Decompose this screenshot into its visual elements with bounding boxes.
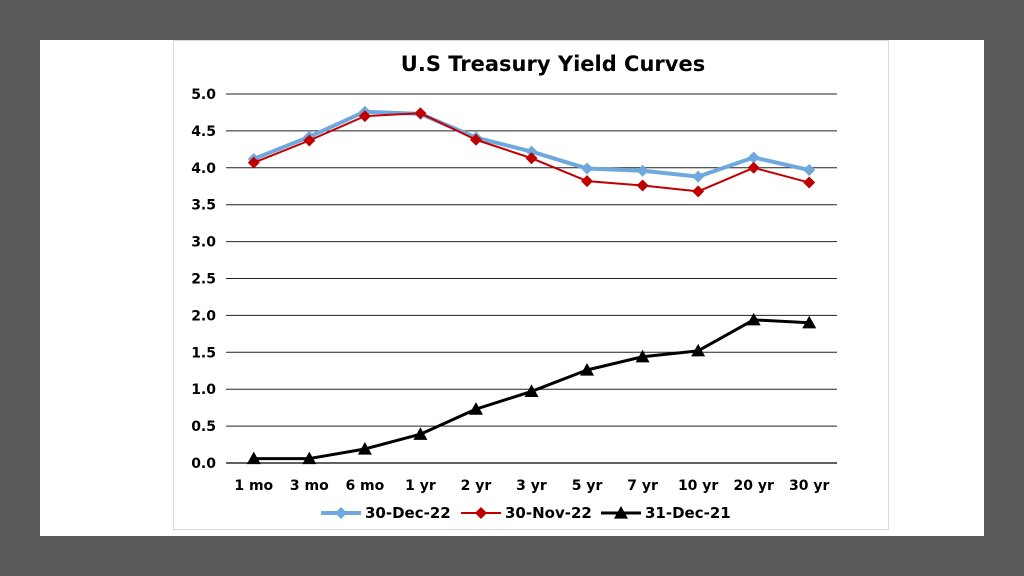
- x-tick-label: 10 yr: [678, 478, 718, 494]
- data-point: [302, 451, 317, 465]
- chart-title: U.S Treasury Yield Curves: [401, 52, 705, 76]
- data-point: [747, 151, 760, 164]
- data-point: [524, 384, 539, 398]
- y-tick-label: 0.0: [191, 456, 216, 472]
- data-point: [746, 312, 761, 326]
- legend-item: 30-Dec-22: [321, 504, 451, 522]
- data-point: [581, 162, 594, 175]
- data-point: [357, 441, 372, 455]
- x-axis-ticks: 1 mo 3 mo 6 mo 1 yr 2 yr 3 yr 5 yr 7 yr 10 yr 20 …: [234, 478, 829, 494]
- x-tick-label: 3 yr: [516, 478, 547, 494]
- x-tick-label: 5 yr: [572, 478, 603, 494]
- y-tick-label: 5.0: [191, 87, 216, 103]
- data-point: [469, 133, 482, 146]
- yield-curve-chart: U.S Treasury Yield Curves 0.0 0.5 1.0 1.5 2.…: [191, 52, 837, 522]
- data-point: [413, 427, 428, 440]
- x-tick-label: 7 yr: [627, 478, 658, 494]
- legend-marker: [614, 506, 628, 519]
- x-tick-label: 1 mo: [234, 478, 273, 494]
- data-point: [468, 402, 483, 415]
- y-tick-label: 2.5: [191, 272, 216, 288]
- data-point: [691, 343, 706, 357]
- y-tick-label: 1.5: [191, 345, 216, 361]
- legend-label: 30-Nov-22: [505, 504, 592, 522]
- data-point: [803, 176, 816, 189]
- y-tick-label: 0.5: [191, 419, 216, 435]
- legend-item: 31-Dec-21: [601, 504, 731, 522]
- x-tick-label: 30 yr: [789, 478, 829, 494]
- data-point: [635, 349, 650, 363]
- slide-background: U.S Treasury Yield Curves 0.0 0.5 1.0 1.5 2.…: [40, 40, 984, 536]
- data-point: [525, 152, 538, 165]
- series-1: [247, 105, 816, 183]
- data-point: [580, 363, 595, 376]
- y-tick-label: 2.0: [191, 308, 216, 324]
- x-tick-label: 3 mo: [290, 478, 329, 494]
- legend: 30-Dec-22 30-Nov-22 31-Dec-21: [321, 504, 731, 522]
- series-2: [247, 107, 816, 198]
- data-point: [636, 164, 649, 177]
- data-point: [581, 175, 594, 188]
- data-point: [692, 170, 705, 183]
- legend-label: 31-Dec-21: [645, 504, 731, 522]
- legend-label: 30-Dec-22: [365, 504, 451, 522]
- data-point: [747, 161, 760, 174]
- data-point: [246, 451, 261, 465]
- data-point: [636, 179, 649, 192]
- y-axis-ticks: 0.0 0.5 1.0 1.5 2.0 2.5 3.0 3.5 4.0 4.5 5.0: [191, 87, 216, 472]
- legend-marker: [475, 507, 487, 519]
- legend-item: 30-Nov-22: [461, 504, 592, 522]
- gridlines: [226, 93, 837, 464]
- data-point: [358, 110, 371, 123]
- legend-marker: [335, 507, 347, 519]
- series-lines: [246, 105, 817, 465]
- y-tick-label: 3.0: [191, 235, 216, 251]
- x-tick-label: 6 mo: [345, 478, 384, 494]
- data-point: [802, 315, 817, 329]
- data-point: [247, 156, 260, 169]
- chart-area: U.S Treasury Yield Curves 0.0 0.5 1.0 1.5 2.…: [173, 40, 889, 530]
- data-point: [414, 107, 427, 120]
- y-tick-label: 1.0: [191, 382, 216, 398]
- x-tick-label: 2 yr: [461, 478, 492, 494]
- series-line: [253, 109, 810, 179]
- y-tick-label: 4.0: [191, 161, 216, 177]
- y-tick-label: 4.5: [191, 124, 216, 140]
- x-tick-label: 20 yr: [733, 478, 773, 494]
- data-point: [525, 145, 538, 158]
- series-3: [246, 312, 817, 465]
- data-point: [303, 134, 316, 147]
- data-point: [803, 164, 816, 177]
- data-point: [692, 185, 705, 198]
- x-tick-label: 1 yr: [405, 478, 436, 494]
- y-tick-label: 3.5: [191, 198, 216, 214]
